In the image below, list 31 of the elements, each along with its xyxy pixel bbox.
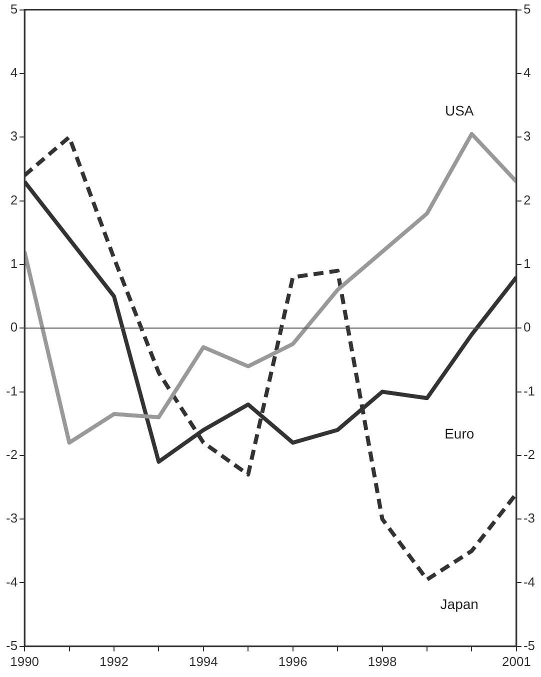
y2-tick-label: 5 xyxy=(523,1,531,16)
x-tick-label: 1996 xyxy=(278,654,308,669)
series-label: USA xyxy=(444,102,474,119)
y-tick-label: 0 xyxy=(10,320,18,335)
x-tick-label: 1998 xyxy=(368,654,397,669)
y-tick-label: -1 xyxy=(6,383,18,398)
series-label: Japan xyxy=(440,596,478,612)
y2-tick-label: -5 xyxy=(523,638,536,653)
y-tick-label: 5 xyxy=(10,1,18,16)
y2-tick-label: 3 xyxy=(523,128,531,144)
y2-tick-label: 0 xyxy=(523,320,531,335)
y2-tick-label: -4 xyxy=(523,574,536,590)
y2-tick-label: 1 xyxy=(523,256,531,272)
y-tick-label: 1 xyxy=(10,256,18,272)
x-tick-label: 1990 xyxy=(10,654,40,669)
y-tick-label: -3 xyxy=(6,510,18,526)
y-tick-label: 3 xyxy=(10,128,18,144)
y2-tick-label: 4 xyxy=(523,65,531,80)
y2-tick-label: 2 xyxy=(523,192,531,208)
text: Euro xyxy=(444,425,474,442)
y2-tick-label: -1 xyxy=(523,383,536,398)
x-tick-label: 2001 xyxy=(502,654,531,669)
x-tick-label: 1994 xyxy=(188,654,218,669)
y-tick-label: -2 xyxy=(6,447,18,462)
y-tick-label: -5 xyxy=(6,638,18,653)
y-tick-label: 2 xyxy=(10,192,18,208)
y2-tick-label: -2 xyxy=(523,447,536,462)
y2-tick-label: -3 xyxy=(523,510,536,526)
y-tick-label: 4 xyxy=(10,65,18,80)
y-tick-label: -4 xyxy=(6,574,18,590)
x-tick-label: 1992 xyxy=(100,654,128,669)
